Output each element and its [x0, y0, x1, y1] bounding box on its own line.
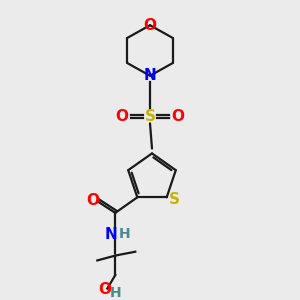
Text: H: H	[118, 227, 130, 241]
Text: O: O	[172, 109, 184, 124]
Text: S: S	[169, 192, 180, 207]
Text: O: O	[98, 282, 111, 297]
Text: S: S	[145, 109, 155, 124]
Text: O: O	[86, 193, 99, 208]
Text: N: N	[144, 68, 156, 83]
Text: O: O	[116, 109, 128, 124]
Text: O: O	[143, 18, 157, 33]
Text: N: N	[105, 227, 118, 242]
Text: H: H	[110, 286, 121, 300]
